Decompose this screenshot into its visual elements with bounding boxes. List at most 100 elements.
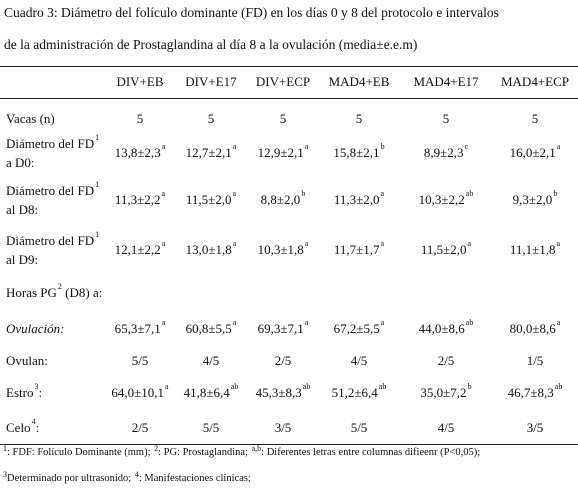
table-cell: 5 xyxy=(98,111,182,127)
table-cell: 65,3±7,1a xyxy=(98,318,182,337)
cell-superscript: a xyxy=(161,142,166,151)
cell-value: 3/5 xyxy=(274,420,292,435)
cell-superscript: a xyxy=(165,382,169,391)
cell-superscript: a xyxy=(380,239,385,248)
table-cell: 41,8±6,4ab xyxy=(169,382,253,401)
row-label: Ovulación: xyxy=(6,321,64,337)
cell-superscript: a xyxy=(556,318,561,327)
cell-superscript: c xyxy=(464,142,469,151)
column-header: DIV+E17 xyxy=(185,74,237,89)
cell-superscript: ab xyxy=(378,382,387,391)
column-header: MAD4+EB xyxy=(328,74,390,89)
cell-value: 15,8±2,1 xyxy=(333,145,380,160)
cell-superscript: a xyxy=(161,189,166,198)
cell-value: 11,3±2,2 xyxy=(114,192,161,207)
cell-value: 2/5 xyxy=(274,353,292,368)
cell-value: 5 xyxy=(279,111,287,126)
table-cell: 64,0±10,1a xyxy=(98,382,182,401)
cell-superscript: a xyxy=(232,142,237,151)
cell-value: 67,2±5,5 xyxy=(333,321,380,336)
table-cell: 10,3±2,2ab xyxy=(404,189,488,208)
cell-value: 4/5 xyxy=(202,353,220,368)
cell-superscript: b xyxy=(467,382,472,391)
cell-value: 5/5 xyxy=(131,353,149,368)
row-label-text: (D8) a: xyxy=(61,285,103,300)
row-label-text: Estro xyxy=(6,385,34,400)
row-label-text: Vacas (n) xyxy=(6,111,55,126)
row-label: Horas PG2 (D8) a: xyxy=(6,282,103,301)
table-cell: 3/5 xyxy=(493,420,577,436)
row-label: Ovulan: xyxy=(6,353,48,369)
row-label: Celo4: xyxy=(6,417,40,436)
row-label: Diámetro del FD1 xyxy=(6,180,99,199)
cell-value: 5 xyxy=(136,111,144,126)
footnote-line2: 3Determinado por ultrasonido; 4: Manifes… xyxy=(3,470,251,484)
row-label-text: Celo xyxy=(6,420,31,435)
cell-value: 16,0±2,1 xyxy=(509,145,556,160)
row-label-line2: al D8: xyxy=(6,202,39,217)
table-cell: 8,9±2,3c xyxy=(404,142,488,161)
cell-value: 11,5±2,0 xyxy=(185,192,232,207)
table-cell: 4/5 xyxy=(169,353,253,369)
table-cell: 5/5 xyxy=(169,420,253,436)
top-rule xyxy=(0,66,578,67)
cell-value: 10,3±1,8 xyxy=(257,242,304,257)
table-cell: 11,1±1,8a xyxy=(493,239,577,258)
cell-superscript: a xyxy=(304,239,309,248)
cell-value: 12,1±2,2 xyxy=(114,242,161,257)
cell-superscript: a xyxy=(467,239,472,248)
table-cell: 11,7±1,7a xyxy=(317,239,401,258)
table-cell: 15,8±2,1b xyxy=(317,142,401,161)
cell-value: 8,9±2,3 xyxy=(423,145,464,160)
row-label-superscript: 3 xyxy=(34,382,39,391)
cell-value: 13,8±2,3 xyxy=(114,145,161,160)
cell-value: 2/5 xyxy=(131,420,149,435)
cell-value: 11,7±1,7 xyxy=(333,242,380,257)
cell-value: 69,3±7,1 xyxy=(257,321,304,336)
table-cell: 5/5 xyxy=(98,353,182,369)
table-cell: 10,3±1,8a xyxy=(241,239,325,258)
cell-superscript: a xyxy=(380,189,385,198)
row-label-superscript: 1 xyxy=(95,133,100,142)
table-cell: 16,0±2,1a xyxy=(493,142,577,161)
cell-superscript: a xyxy=(304,318,309,327)
cell-value: 4/5 xyxy=(437,420,455,435)
table-cell: 35,0±7,2b xyxy=(404,382,488,401)
table-cell: 5 xyxy=(404,111,488,127)
row-label-text: Horas PG xyxy=(6,285,57,300)
table-cell: 4/5 xyxy=(317,353,401,369)
table-cell: 1/5 xyxy=(493,353,577,369)
cell-value: 5 xyxy=(355,111,363,126)
cell-superscript: ab xyxy=(465,318,474,327)
cell-value: 11,1±1,8 xyxy=(509,242,556,257)
table-cell: 51,2±6,4ab xyxy=(317,382,401,401)
table-cell: 12,7±2,1a xyxy=(169,142,253,161)
row-label-line2: a D0: xyxy=(6,155,35,170)
row-label-text: Diámetro del FD xyxy=(6,233,95,248)
row-label-text: Ovulación: xyxy=(6,321,65,336)
cell-value: 65,3±7,1 xyxy=(114,321,161,336)
row-label-text: : xyxy=(35,420,40,435)
cell-value: 5/5 xyxy=(202,420,220,435)
row-label-text: Ovulan: xyxy=(6,353,48,368)
cell-superscript: ab xyxy=(230,382,239,391)
table-cell: 2/5 xyxy=(98,420,182,436)
table-cell: 45,3±8,3ab xyxy=(241,382,325,401)
cell-value: 11,5±2,0 xyxy=(420,242,467,257)
footnote-line1: 1: FDF: Folículo Dominante (mm); 2: PG: … xyxy=(3,444,481,458)
cell-value: 41,8±6,4 xyxy=(183,385,230,400)
table-cell: 46,7±8,3ab xyxy=(493,382,577,401)
cell-value: 45,3±8,3 xyxy=(255,385,302,400)
row-label-text: : xyxy=(38,385,43,400)
row-label: Diámetro del FD1 xyxy=(6,133,100,152)
table-cell: 11,3±2,0a xyxy=(317,189,401,208)
row-label-superscript: 2 xyxy=(57,282,62,291)
cell-value: 46,7±8,3 xyxy=(507,385,554,400)
cell-value: 80,0±8,6 xyxy=(509,321,556,336)
cell-value: 3/5 xyxy=(526,420,544,435)
cell-value: 5/5 xyxy=(350,420,368,435)
table-cell: 5 xyxy=(241,111,325,127)
column-header: DIV+EB xyxy=(116,74,164,89)
cell-superscript: a xyxy=(380,318,385,327)
cell-superscript: ab xyxy=(554,382,563,391)
